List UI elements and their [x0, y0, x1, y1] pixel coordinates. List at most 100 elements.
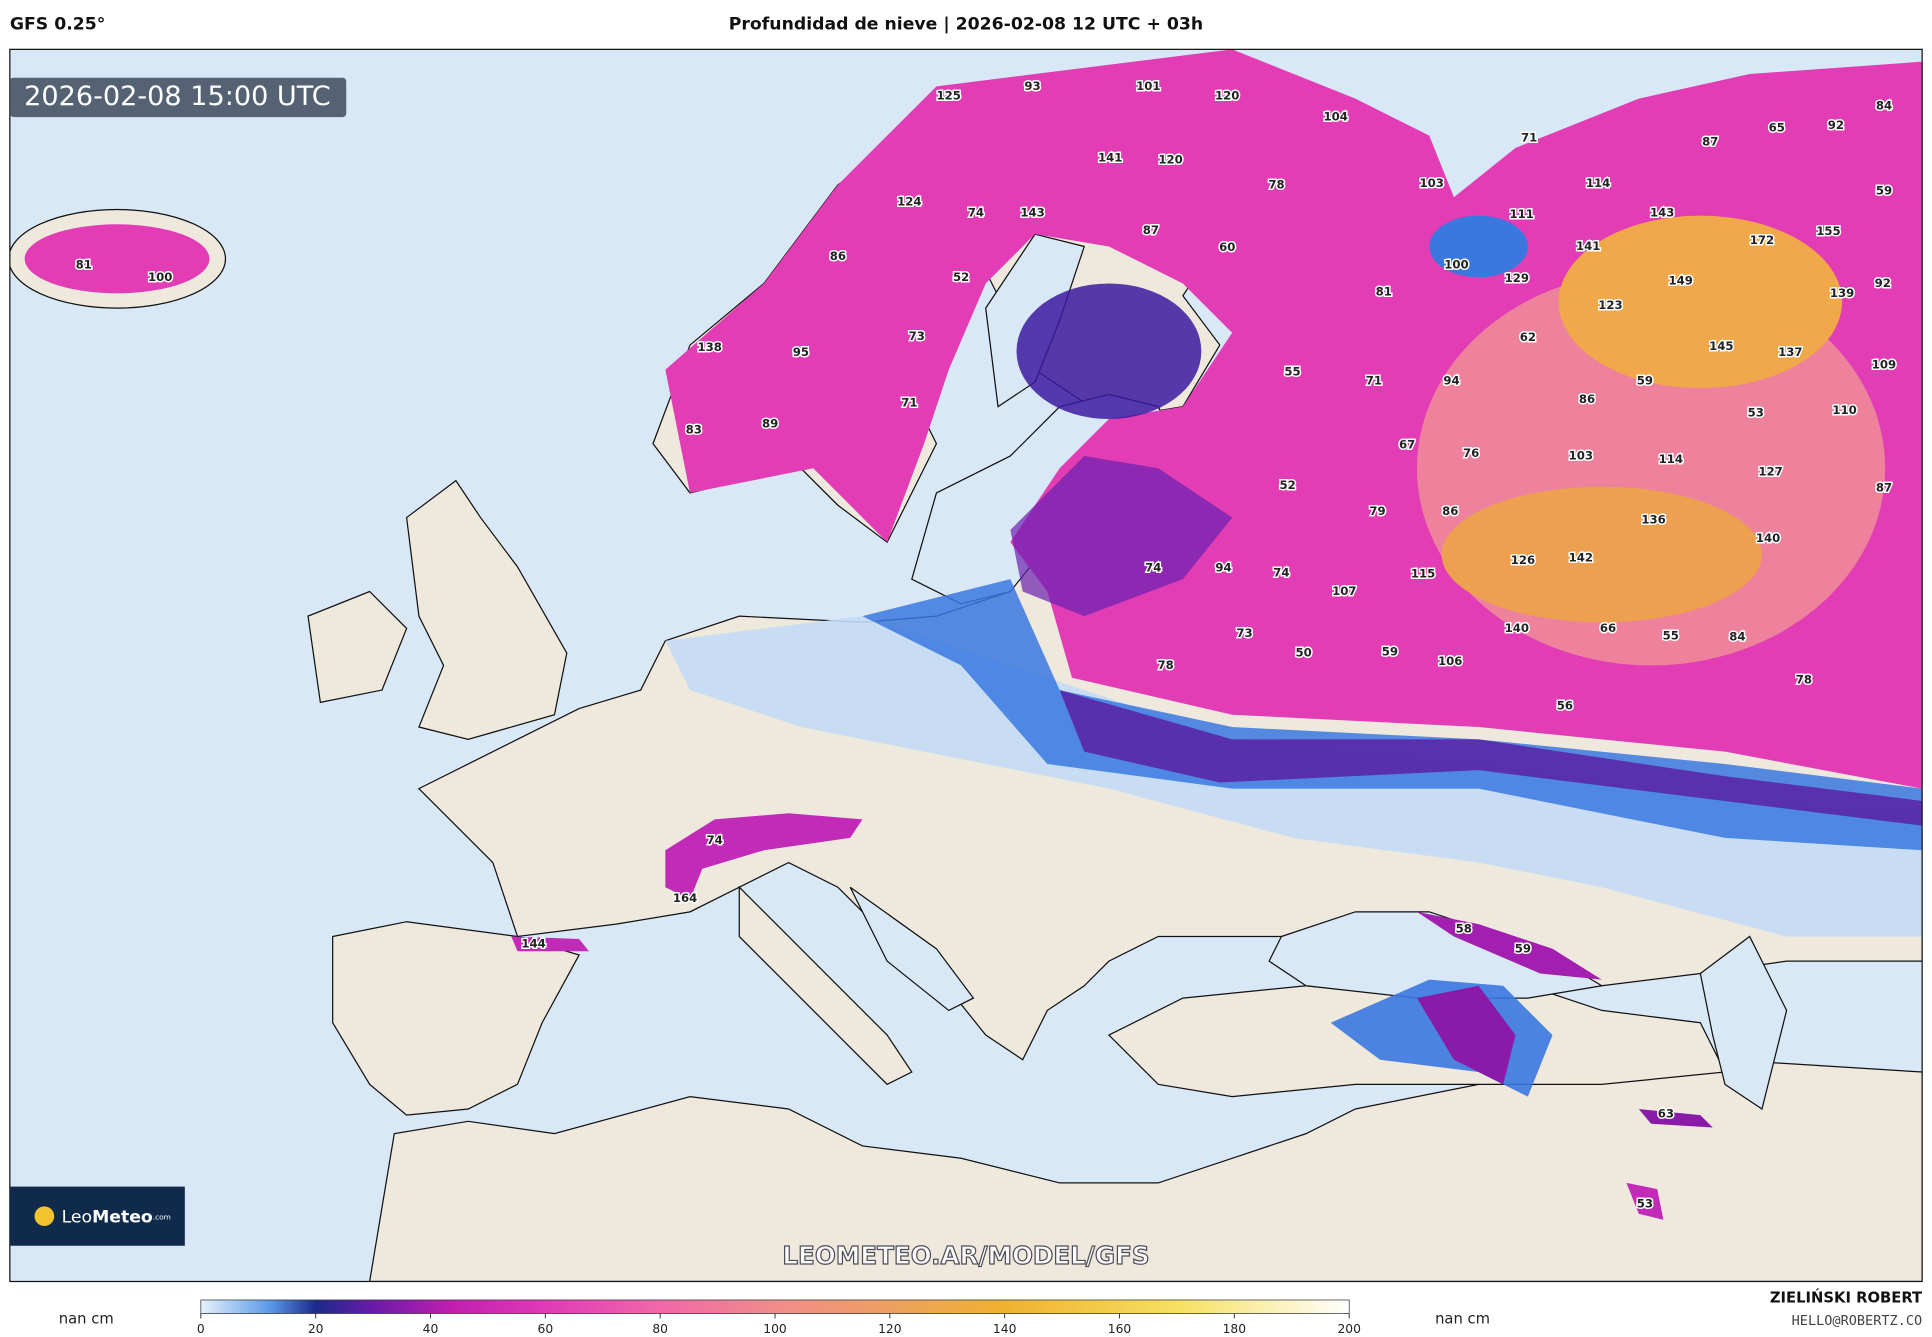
snow-depth-label: 79	[1369, 504, 1385, 518]
snow-depth-label: 59	[1382, 644, 1398, 658]
logo-text: LeoMeteo.com	[62, 1207, 171, 1227]
snow-depth-label: 78	[1268, 177, 1284, 191]
snow-depth-label: 71	[901, 395, 917, 409]
colorbar-tick-label: 40	[423, 1322, 439, 1336]
colorbar-tick-label: 80	[652, 1322, 668, 1336]
colorbar-tick-label: 120	[878, 1322, 902, 1336]
map-labels: 125 93 101 120 104 71 65 92 84 87 141 120 78 103 114 59…	[74, 77, 1897, 1212]
colorbar-tick-label: 180	[1223, 1322, 1247, 1336]
snow-depth-label: 126	[1511, 553, 1535, 567]
snow-depth-label: 164	[673, 891, 697, 905]
snow-depth-label: 100	[1444, 257, 1468, 271]
snow-depth-label: 52	[1279, 478, 1295, 492]
snow-depth-label: 123	[1598, 298, 1622, 312]
snow-depth-label: 149	[1668, 273, 1692, 287]
snow-depth-label: 81	[76, 257, 92, 271]
colorbar-tick-label: 200	[1337, 1322, 1361, 1336]
logo-part: Leo	[62, 1207, 92, 1227]
snow-depth-label: 59	[1515, 941, 1531, 955]
snow-depth-label: 50	[1295, 646, 1311, 660]
snow-depth-label: 59	[1637, 373, 1653, 387]
snow-depth-label: 94	[1443, 373, 1459, 387]
watermark: LEOMETEO.AR/MODEL/GFS	[782, 1241, 1149, 1270]
snow-depth-label: 73	[909, 329, 925, 343]
credit-name: ZIELIŃSKI ROBERT	[1770, 1289, 1922, 1307]
snow-depth-label: 71	[1521, 131, 1537, 145]
snow-depth-label: 93	[1024, 79, 1040, 93]
snow-depth-label: 103	[1420, 176, 1444, 190]
snow-depth-label: 155	[1816, 224, 1840, 238]
snow-depth-label: 53	[1637, 1196, 1653, 1210]
snow-depth-label: 106	[1438, 654, 1462, 668]
snow-depth-label: 74	[968, 206, 984, 220]
snow-depth-label: 83	[686, 423, 702, 437]
snow-depth-label: 120	[1215, 89, 1239, 103]
snow-depth-label: 87	[1876, 480, 1892, 494]
snow-depth-label: 110	[1832, 403, 1856, 417]
map: 125 93 101 120 104 71 65 92 84 87 141 120 78 103 114 59…	[9, 49, 1923, 1282]
colorbar-ramp	[200, 1299, 1350, 1314]
snow-depth-label: 89	[762, 416, 778, 430]
unit-label: nan cm	[1435, 1311, 1490, 1328]
snow-depth-label: 52	[953, 270, 969, 284]
snow-depth-label: 138	[698, 340, 722, 354]
snow-depth-label: 139	[1830, 286, 1854, 300]
snow-depth-label: 86	[830, 249, 846, 263]
colorbar-tick-label: 160	[1108, 1322, 1132, 1336]
logo-part: Meteo	[92, 1207, 153, 1227]
snow-depth-label: 95	[793, 345, 809, 359]
snow-depth-label: 142	[1569, 551, 1593, 565]
snow-depth-label: 56	[1557, 699, 1573, 713]
timestamp: 2026-02-08 15:00 UTC	[24, 81, 330, 112]
snow-depth-label: 78	[1796, 673, 1812, 687]
snow-depth-label: 74	[1145, 561, 1161, 575]
snow-depth-label: 127	[1758, 464, 1782, 478]
snow-depth-label: 94	[1215, 561, 1231, 575]
snow-depth-label: 76	[1463, 446, 1479, 460]
snow-depth-label: 143	[1650, 206, 1674, 220]
snow-depth-label: 59	[1876, 184, 1892, 198]
snow-depth-label: 87	[1143, 223, 1159, 237]
snow-depth-label: 81	[1376, 285, 1392, 299]
snow-depth-label: 65	[1769, 121, 1785, 135]
snow-depth-label: 141	[1576, 239, 1600, 253]
snow-depth-label: 53	[1748, 405, 1764, 419]
snow-depth-label: 109	[1872, 357, 1896, 371]
snow-depth-label: 86	[1442, 504, 1458, 518]
colorbar-tick-label: 100	[763, 1322, 787, 1336]
snow-depth-label: 55	[1284, 365, 1300, 379]
snow-depth-label: 67	[1399, 437, 1415, 451]
snow-depth-label: 74	[707, 833, 723, 847]
snow-depth	[24, 49, 1923, 1220]
snow-depth-label: 84	[1729, 630, 1745, 644]
snow-depth-label: 103	[1569, 448, 1593, 462]
snow-depth-label: 71	[1366, 373, 1382, 387]
model-name: GFS 0.25°	[10, 15, 106, 35]
unit-label: nan cm	[59, 1311, 114, 1328]
snow-depth-label: 92	[1875, 276, 1891, 290]
snow-depth-label: 78	[1157, 658, 1173, 672]
colorbar-tick-label: 140	[993, 1322, 1017, 1336]
snow-depth-label: 58	[1456, 922, 1472, 936]
snow-depth-label: 140	[1756, 531, 1780, 545]
snow-depth-label: 114	[1586, 176, 1610, 190]
snow-depth-label: 114	[1659, 452, 1683, 466]
colorbar: 0 20 40 60 80 100 120 140 160 180 200	[197, 1299, 1361, 1336]
snow-depth-label: 87	[1702, 134, 1718, 148]
snow-depth-label: 84	[1876, 99, 1892, 113]
colorbar-tick-label: 0	[197, 1322, 205, 1336]
snow-depth-label: 125	[937, 89, 961, 103]
snow-depth-label: 104	[1323, 110, 1347, 124]
map-title: Profundidad de nieve | 2026-02-08 12 UTC…	[729, 15, 1203, 35]
snow-depth-label: 144	[521, 936, 545, 950]
snow-depth-label: 172	[1750, 233, 1774, 247]
snow-depth-label: 140	[1505, 621, 1529, 635]
timestamp-box	[9, 77, 347, 118]
snow-depth-label: 60	[1219, 240, 1235, 254]
snow-depth-label: 62	[1520, 330, 1536, 344]
snow-depth-label: 55	[1663, 628, 1679, 642]
credit-email: HELLO@ROBERTZ.CO	[1792, 1313, 1923, 1329]
snow-depth-label: 124	[897, 195, 921, 209]
snow-depth-label: 92	[1828, 118, 1844, 132]
